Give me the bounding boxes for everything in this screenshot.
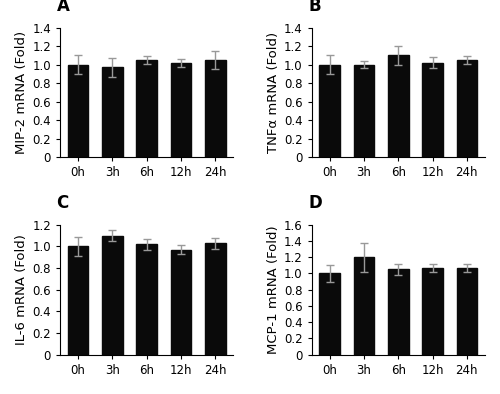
Bar	[136, 244, 157, 355]
Text: A: A	[56, 0, 70, 15]
Bar	[422, 268, 443, 355]
Y-axis label: TNFα mRNA (Fold): TNFα mRNA (Fold)	[266, 32, 280, 153]
Y-axis label: MIP-2 mRNA (Fold): MIP-2 mRNA (Fold)	[15, 31, 28, 154]
Bar	[102, 236, 122, 355]
Y-axis label: IL-6 mRNA (Fold): IL-6 mRNA (Fold)	[15, 234, 28, 345]
Bar	[205, 243, 226, 355]
Bar	[68, 247, 88, 355]
Bar	[422, 63, 443, 157]
Bar	[388, 56, 408, 157]
Bar	[170, 250, 192, 355]
Bar	[456, 268, 477, 355]
Text: D: D	[308, 194, 322, 212]
Text: C: C	[56, 194, 69, 212]
Bar	[354, 257, 374, 355]
Bar	[170, 63, 192, 157]
Bar	[354, 65, 374, 157]
Y-axis label: MCP-1 mRNA (Fold): MCP-1 mRNA (Fold)	[266, 225, 280, 354]
Bar	[388, 269, 408, 355]
Bar	[136, 60, 157, 157]
Bar	[320, 65, 340, 157]
Bar	[102, 67, 122, 157]
Bar	[205, 60, 226, 157]
Bar	[68, 65, 88, 157]
Text: B: B	[308, 0, 320, 15]
Bar	[320, 273, 340, 355]
Bar	[456, 60, 477, 157]
